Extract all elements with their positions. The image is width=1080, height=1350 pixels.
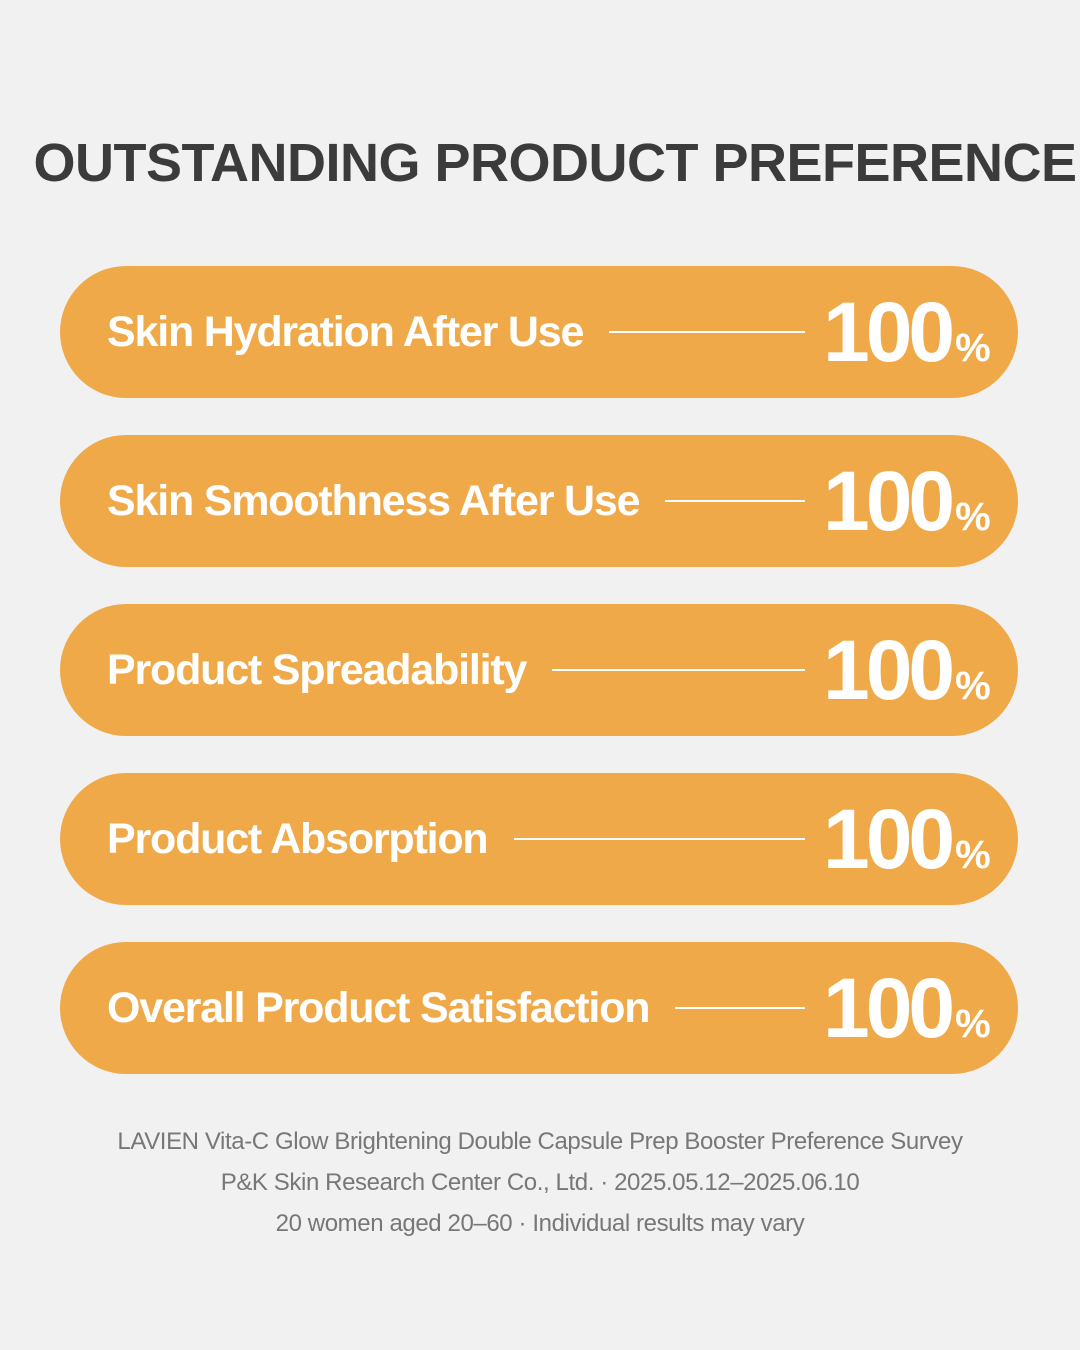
footer-line: LAVIEN Vita-C Glow Brightening Double Ca… [117,1128,963,1155]
divider-line [675,1007,805,1009]
item-list: Skin Hydration After Use 100% Skin Smoothn… [60,266,1018,1111]
stat-value: 100% [823,960,991,1057]
stat-pill: Product Absorption 100% [60,773,1018,905]
footer-line: P&K Skin Research Center Co., Ltd. · 202… [220,1169,860,1196]
stat-unit: % [955,325,991,370]
stat-label: Skin Hydration After Use [107,307,584,356]
stat-value: 100% [823,453,991,550]
stat-unit: % [955,494,991,539]
stat-pill: Overall Product Satisfaction 100% [60,942,1018,1074]
stat-label: Skin Smoothness After Use [107,476,641,525]
footer: LAVIEN Vita-C Glow Brightening Double Ca… [0,1128,1080,1251]
stat-number: 100 [823,960,955,1055]
stat-unit: % [955,1001,991,1046]
divider-line [552,669,805,671]
divider-line [665,500,805,502]
stat-label: Overall Product Satisfaction [107,983,650,1032]
stat-pill: Skin Smoothness After Use 100% [60,435,1018,567]
stat-pill: Skin Hydration After Use 100% [60,266,1018,398]
stat-value: 100% [823,622,991,719]
stat-value: 100% [823,791,991,888]
stat-number: 100 [823,284,955,379]
title: OUTSTANDING PRODUCT PREFERENCE [33,133,1077,193]
stat-number: 100 [823,453,955,548]
stat-number: 100 [823,791,955,886]
divider-line [513,838,805,840]
footer-line: 20 women aged 20–60 · Individual results… [275,1210,805,1237]
stat-label: Product Absorption [107,814,489,863]
stat-label: Product Spreadability [107,645,527,694]
stat-number: 100 [823,622,955,717]
stat-value: 100% [823,284,991,381]
divider-line [609,331,805,333]
stat-unit: % [955,663,991,708]
stat-pill: Product Spreadability 100% [60,604,1018,736]
stat-unit: % [955,832,991,877]
